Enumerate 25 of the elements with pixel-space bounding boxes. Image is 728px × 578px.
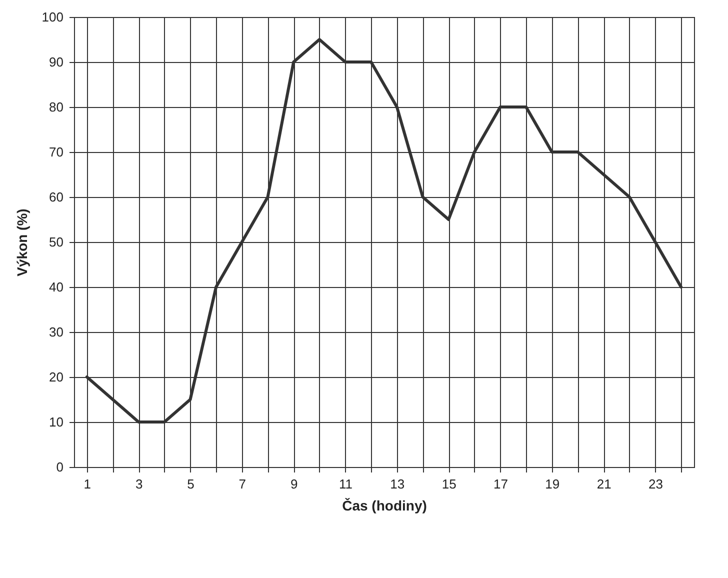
y-tick-label: 90: [49, 54, 64, 70]
x-tick-label: 11: [339, 476, 352, 492]
y-tick-label: 60: [49, 190, 64, 204]
x-tick-label: 3: [135, 476, 143, 492]
y-tick-label: 80: [49, 100, 64, 114]
y-tick-label: 20: [49, 370, 64, 384]
y-tick-label: 100: [42, 10, 64, 24]
y-tick-label: 30: [49, 324, 64, 340]
x-axis-title: Čas (hodiny): [342, 498, 427, 514]
y-tick-label: 50: [49, 234, 64, 250]
y-axis-title: Výkon (%): [14, 208, 30, 276]
x-tick-label: 1: [84, 476, 92, 492]
x-tick-label: 7: [238, 476, 246, 492]
y-tick-label: 70: [49, 144, 64, 160]
y-tick-label: 0: [56, 460, 64, 474]
x-tick-label: 15: [442, 476, 456, 492]
x-tick-label: 9: [290, 476, 298, 492]
x-tick-label: 19: [545, 476, 560, 492]
x-tick-label: 5: [187, 476, 194, 492]
y-tick-label: 40: [49, 280, 64, 294]
x-tick-label: 13: [390, 476, 405, 492]
y-tick-label: 10: [49, 414, 64, 430]
x-tick-label: 23: [648, 476, 663, 492]
x-tick-label: 21: [596, 476, 612, 492]
x-tick-label: 17: [494, 476, 508, 492]
